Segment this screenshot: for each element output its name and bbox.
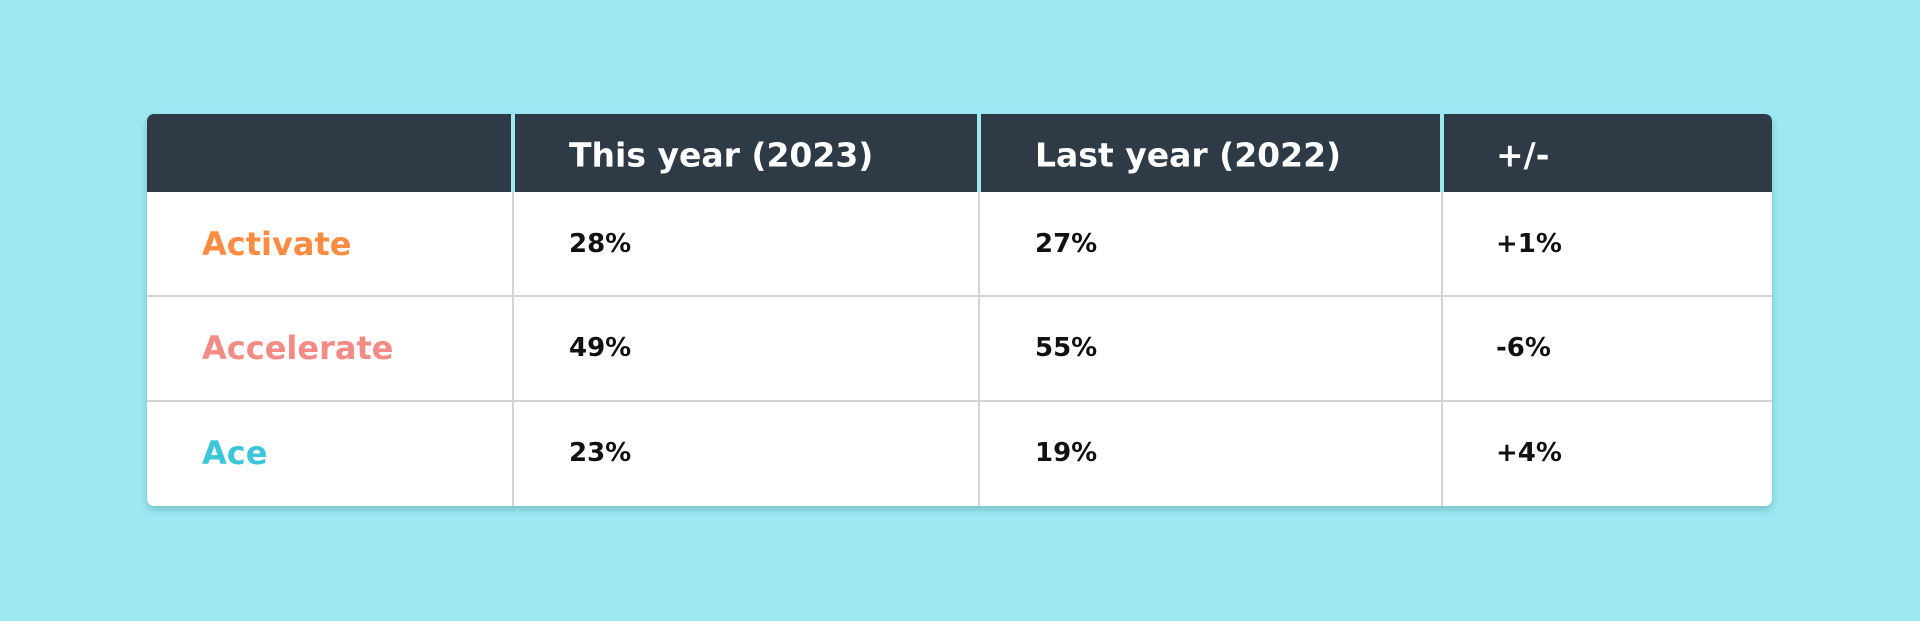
table-cell: 27% [1035,228,1098,259]
table-cell: 23% [569,438,632,468]
table-cell: -6% [1496,332,1551,363]
table: This year (2023) Last year (2022) +/- Activ… [147,114,1772,506]
table-cell: 28% [569,228,632,259]
column-divider [1441,114,1443,506]
row-label: Ace [202,434,268,472]
row-divider [147,295,1772,297]
table-header [147,114,1772,192]
table-cell: +1% [1496,228,1562,259]
column-divider [512,114,514,506]
column-header: +/- [1496,135,1550,175]
column-header: Last year (2022) [1035,135,1342,175]
row-label: Accelerate [202,328,394,367]
row-label: Activate [202,224,352,263]
header-divider [511,114,515,192]
header-divider [977,114,981,192]
table-cell: +4% [1496,438,1562,468]
table-cell: 49% [569,332,632,363]
column-header: This year (2023) [569,135,874,175]
table-cell: 55% [1035,332,1098,363]
row-divider [147,400,1772,402]
header-divider [1440,114,1444,192]
column-divider [978,114,980,506]
table-cell: 19% [1035,438,1098,468]
